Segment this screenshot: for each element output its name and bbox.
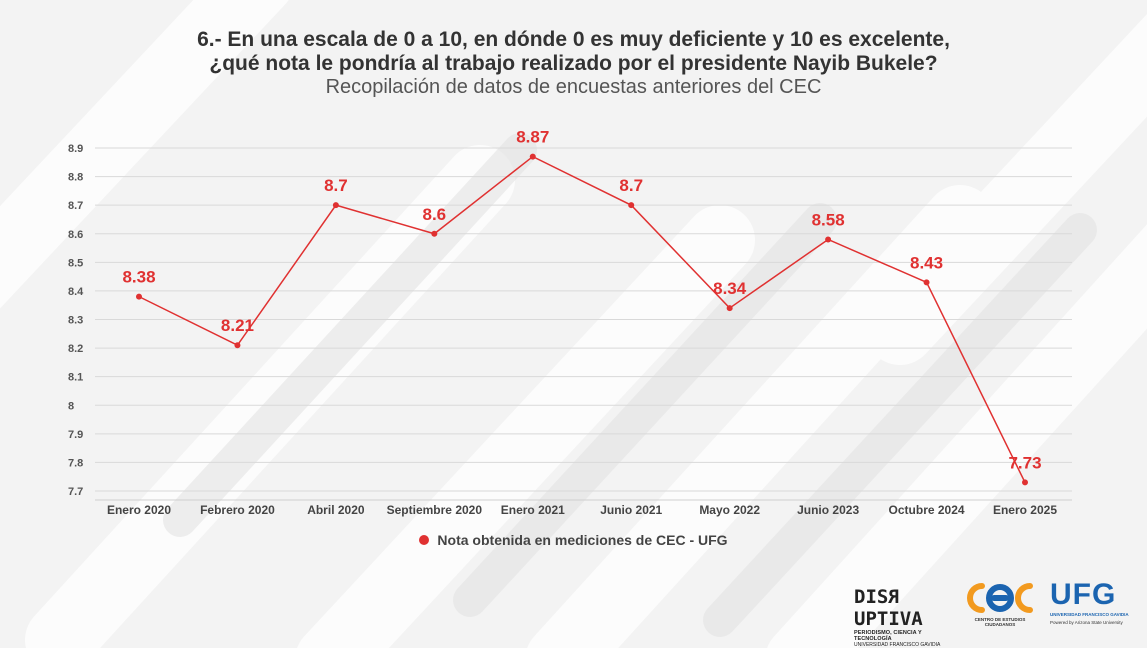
ufg-university: UNIVERSIDAD FRANCISCO GAVIDIA <box>1050 612 1129 617</box>
data-label: 8.21 <box>221 316 254 335</box>
chart-title-line1: 6.- En una escala de 0 a 10, en dónde 0 … <box>197 28 950 51</box>
data-label: 8.7 <box>324 176 348 195</box>
cec-mark-icon <box>967 583 1033 613</box>
disruptiva-word-r: R <box>888 586 900 608</box>
legend-marker <box>419 535 430 546</box>
data-label: 8.58 <box>812 210 845 229</box>
disruptiva-tagline: PERIODISMO, CIENCIA Y TECNOLOGÍA <box>854 630 922 642</box>
y-tick-label: 8.2 <box>68 343 83 355</box>
data-label: 7.73 <box>1008 453 1041 472</box>
ufg-powered-by: Powered by Arizona State University <box>1050 620 1123 625</box>
cec-logo: CENTRO DE ESTUDIOS CIUDADANOS <box>960 578 1040 627</box>
data-label: 8.7 <box>619 176 643 195</box>
data-label: 8.43 <box>910 253 943 272</box>
data-point <box>726 305 733 312</box>
data-point <box>332 202 339 209</box>
series-line <box>138 155 1026 483</box>
chart-title-line2: ¿qué nota le pondría al trabajo realizad… <box>209 52 938 75</box>
y-tick-label: 8.7 <box>68 200 83 212</box>
x-tick-label: Junio 2023 <box>797 503 859 517</box>
data-point <box>234 342 241 349</box>
y-tick-label: 7.9 <box>68 429 83 441</box>
y-tick-label: 8.9 <box>68 143 83 155</box>
x-tick-label: Enero 2021 <box>501 503 565 517</box>
data-point <box>628 202 635 209</box>
ufg-logo: UFG UNIVERSIDAD FRANCISCO GAVIDIA Powere… <box>1050 578 1130 626</box>
data-label: 8.87 <box>516 128 549 147</box>
data-point <box>825 236 832 243</box>
data-point <box>136 293 142 300</box>
x-tick-label: Mayo 2022 <box>699 503 760 517</box>
disruptiva-logo: DISRUPTIVA PERIODISMO, CIENCIA Y TECNOLO… <box>854 586 948 648</box>
x-tick-label: Junio 2021 <box>600 503 662 517</box>
logos: DISRUPTIVA PERIODISMO, CIENCIA Y TECNOLO… <box>850 578 1140 648</box>
x-tick-label: Enero 2020 <box>107 503 171 517</box>
y-tick-label: 8.6 <box>68 229 83 241</box>
data-label: 8.6 <box>423 205 447 224</box>
data-point <box>1022 479 1028 486</box>
ufg-wordmark: UFG <box>1050 578 1117 611</box>
legend-label: Nota obtenida en mediciones de CEC - UFG <box>437 532 728 548</box>
y-tick-label: 8 <box>68 400 74 412</box>
x-tick-label: Septiembre 2020 <box>387 503 483 517</box>
y-tick-label: 8.8 <box>68 172 83 184</box>
y-tick-label: 8.4 <box>68 286 84 298</box>
chart-titles: 6.- En una escala de 0 a 10, en dónde 0 … <box>0 28 1147 98</box>
x-tick-label: Octubre 2024 <box>889 503 965 517</box>
disruptiva-word-b: UPTIVA <box>854 608 923 630</box>
data-point <box>923 279 930 286</box>
data-label: 8.34 <box>713 279 747 298</box>
y-tick-label: 8.1 <box>68 372 83 384</box>
disruptiva-university: UNIVERSIDAD FRANCISCO GAVIDIA <box>854 642 941 648</box>
x-tick-label: Abril 2020 <box>307 503 365 517</box>
y-tick-label: 8.5 <box>68 257 83 269</box>
chart-subtitle: Recopilación de datos de encuestas anter… <box>325 76 822 98</box>
y-tick-label: 8.3 <box>68 315 83 327</box>
data-label: 8.38 <box>122 268 155 287</box>
y-tick-label: 7.8 <box>68 457 83 469</box>
chart-legend: Nota obtenida en mediciones de CEC - UFG <box>0 532 1147 548</box>
x-tick-label: Enero 2025 <box>993 503 1057 517</box>
data-point <box>431 230 438 237</box>
x-tick-label: Febrero 2020 <box>200 503 275 517</box>
disruptiva-word-a: DIS <box>854 586 889 608</box>
y-tick-label: 7.7 <box>68 486 83 498</box>
data-point <box>529 153 536 160</box>
cec-caption: CENTRO DE ESTUDIOS CIUDADANOS <box>974 617 1026 627</box>
